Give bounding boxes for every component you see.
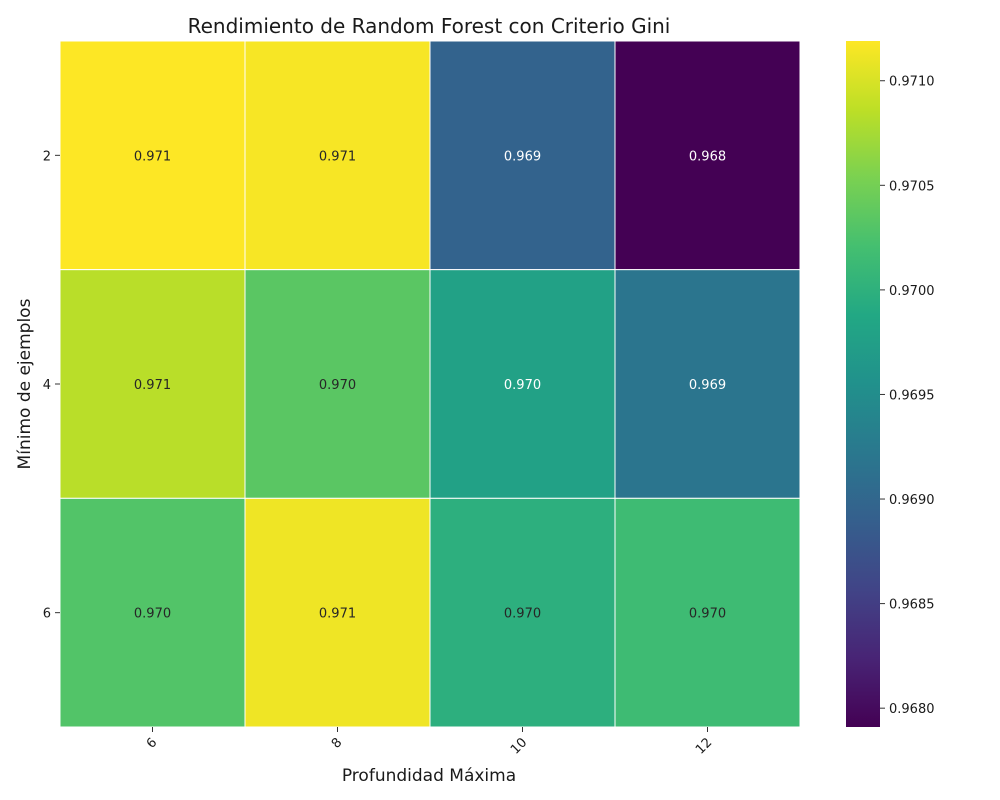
- chart-title: Rendimiento de Random Forest con Criteri…: [188, 14, 671, 38]
- colorbar-tick-label: 0.9695: [889, 388, 935, 403]
- heatmap-cell: [614, 40, 801, 271]
- cell-value-label: 0.971: [134, 378, 171, 393]
- x-tick-label: 12: [693, 735, 715, 757]
- cell-value-label: 0.970: [134, 607, 171, 622]
- heatmap-cell: [244, 40, 431, 271]
- x-tick-label: 10: [508, 735, 530, 757]
- colorbar-tick-label: 0.9700: [889, 284, 935, 299]
- colorbar-tick-label: 0.9690: [889, 493, 935, 508]
- cell-value-label: 0.971: [134, 149, 171, 164]
- colorbar-tick-label: 0.9680: [889, 702, 935, 717]
- y-tick-label: 6: [43, 607, 51, 622]
- heatmap-cell: [244, 269, 431, 499]
- cell-value-label: 0.969: [504, 149, 541, 164]
- cell-value-label: 0.971: [319, 149, 356, 164]
- colorbar-ticks: 0.9680 0.9685 0.9690 0.9695 0.9700 0.9705 0.97…: [880, 75, 935, 717]
- colorbar-tick-label: 0.9705: [889, 179, 935, 194]
- colorbar-tick-label: 0.9685: [889, 598, 935, 613]
- cell-value-label: 0.971: [319, 607, 356, 622]
- cell-value-label: 0.968: [689, 149, 726, 164]
- x-axis-label: Profundidad Máxima: [342, 766, 516, 786]
- heatmap-cell: [429, 269, 616, 499]
- colorbar-gradient: [846, 41, 880, 727]
- x-axis-ticks: 6 8 10 12: [144, 727, 715, 758]
- heatmap-cell: [59, 40, 246, 271]
- heatmap-cell: [429, 40, 616, 271]
- y-tick-label: 2: [43, 149, 51, 164]
- heatmap-cell: [59, 269, 246, 499]
- x-tick-label: 6: [144, 735, 160, 751]
- cell-value-label: 0.970: [504, 378, 541, 393]
- colorbar-tick-label: 0.9710: [889, 75, 935, 90]
- heatmap-cell: [614, 269, 801, 499]
- x-tick-label: 8: [329, 735, 345, 751]
- y-tick-label: 4: [43, 378, 51, 393]
- heatmap-cell: [244, 497, 431, 728]
- heatmap-cells: 0.971 0.971 0.969 0.968 0.971 0.970 0.970 0.969…: [59, 40, 801, 728]
- y-axis-label: Mínimo de ejemplos: [15, 298, 35, 469]
- cell-value-label: 0.970: [689, 607, 726, 622]
- y-axis-ticks: 2 4 6: [43, 149, 60, 622]
- cell-value-label: 0.970: [319, 378, 356, 393]
- colorbar: 0.9680 0.9685 0.9690 0.9695 0.9700 0.9705 0.97…: [846, 41, 935, 727]
- cell-value-label: 0.969: [689, 378, 726, 393]
- heatmap-cell: [614, 497, 801, 728]
- cell-value-label: 0.970: [504, 607, 541, 622]
